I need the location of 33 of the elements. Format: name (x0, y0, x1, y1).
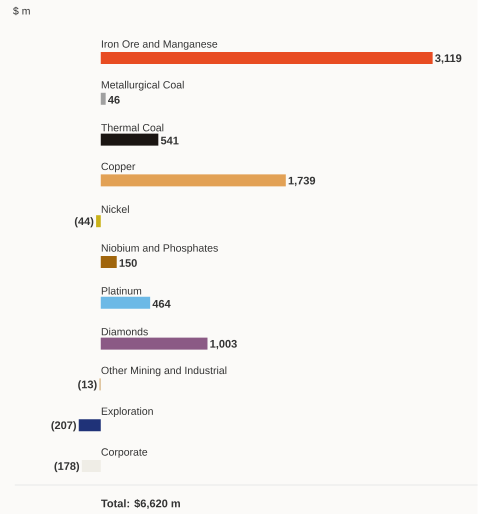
bar (100, 174, 286, 186)
bar (100, 52, 433, 64)
data-label: 3,119 (435, 54, 462, 64)
data-label: (44) (74, 217, 94, 228)
bar (78, 419, 101, 432)
y-tick-label: Nickel (102, 205, 129, 214)
y-tick-label: Metallurgical Coal (102, 80, 184, 91)
y-tick-label: Other Mining and Industrial (102, 366, 226, 376)
y-tick-label: Niobium and Phosphates (102, 244, 218, 254)
y-tick-label: Corporate (102, 448, 148, 458)
data-label: 464 (152, 300, 171, 308)
y-tick-label: Platinum (102, 286, 142, 295)
bar (100, 92, 106, 105)
chart-subtitle: $ m (13, 6, 30, 16)
text: Total: $6,620 m (101, 499, 180, 509)
y-tick-label: Diamonds (102, 328, 148, 336)
y-tick-label: Copper (102, 162, 136, 172)
data-label: (207) (52, 421, 76, 432)
y-tick-label: Exploration (102, 407, 153, 417)
data-label: (13) (78, 380, 97, 391)
bar (100, 134, 158, 146)
data-label: 150 (120, 259, 137, 267)
y-tick-label: Iron Ore and Manganese (102, 40, 218, 50)
data-label: (178) (54, 462, 80, 472)
bar (100, 256, 117, 268)
bar (96, 215, 101, 228)
data-label: 1,739 (288, 176, 316, 186)
data-label: 1,003 (210, 340, 237, 350)
data-label: 46 (108, 96, 120, 104)
bar (100, 338, 208, 350)
bar (100, 296, 150, 309)
data-label: 541 (160, 136, 179, 144)
y-tick-label: Thermal Coal (101, 124, 164, 132)
